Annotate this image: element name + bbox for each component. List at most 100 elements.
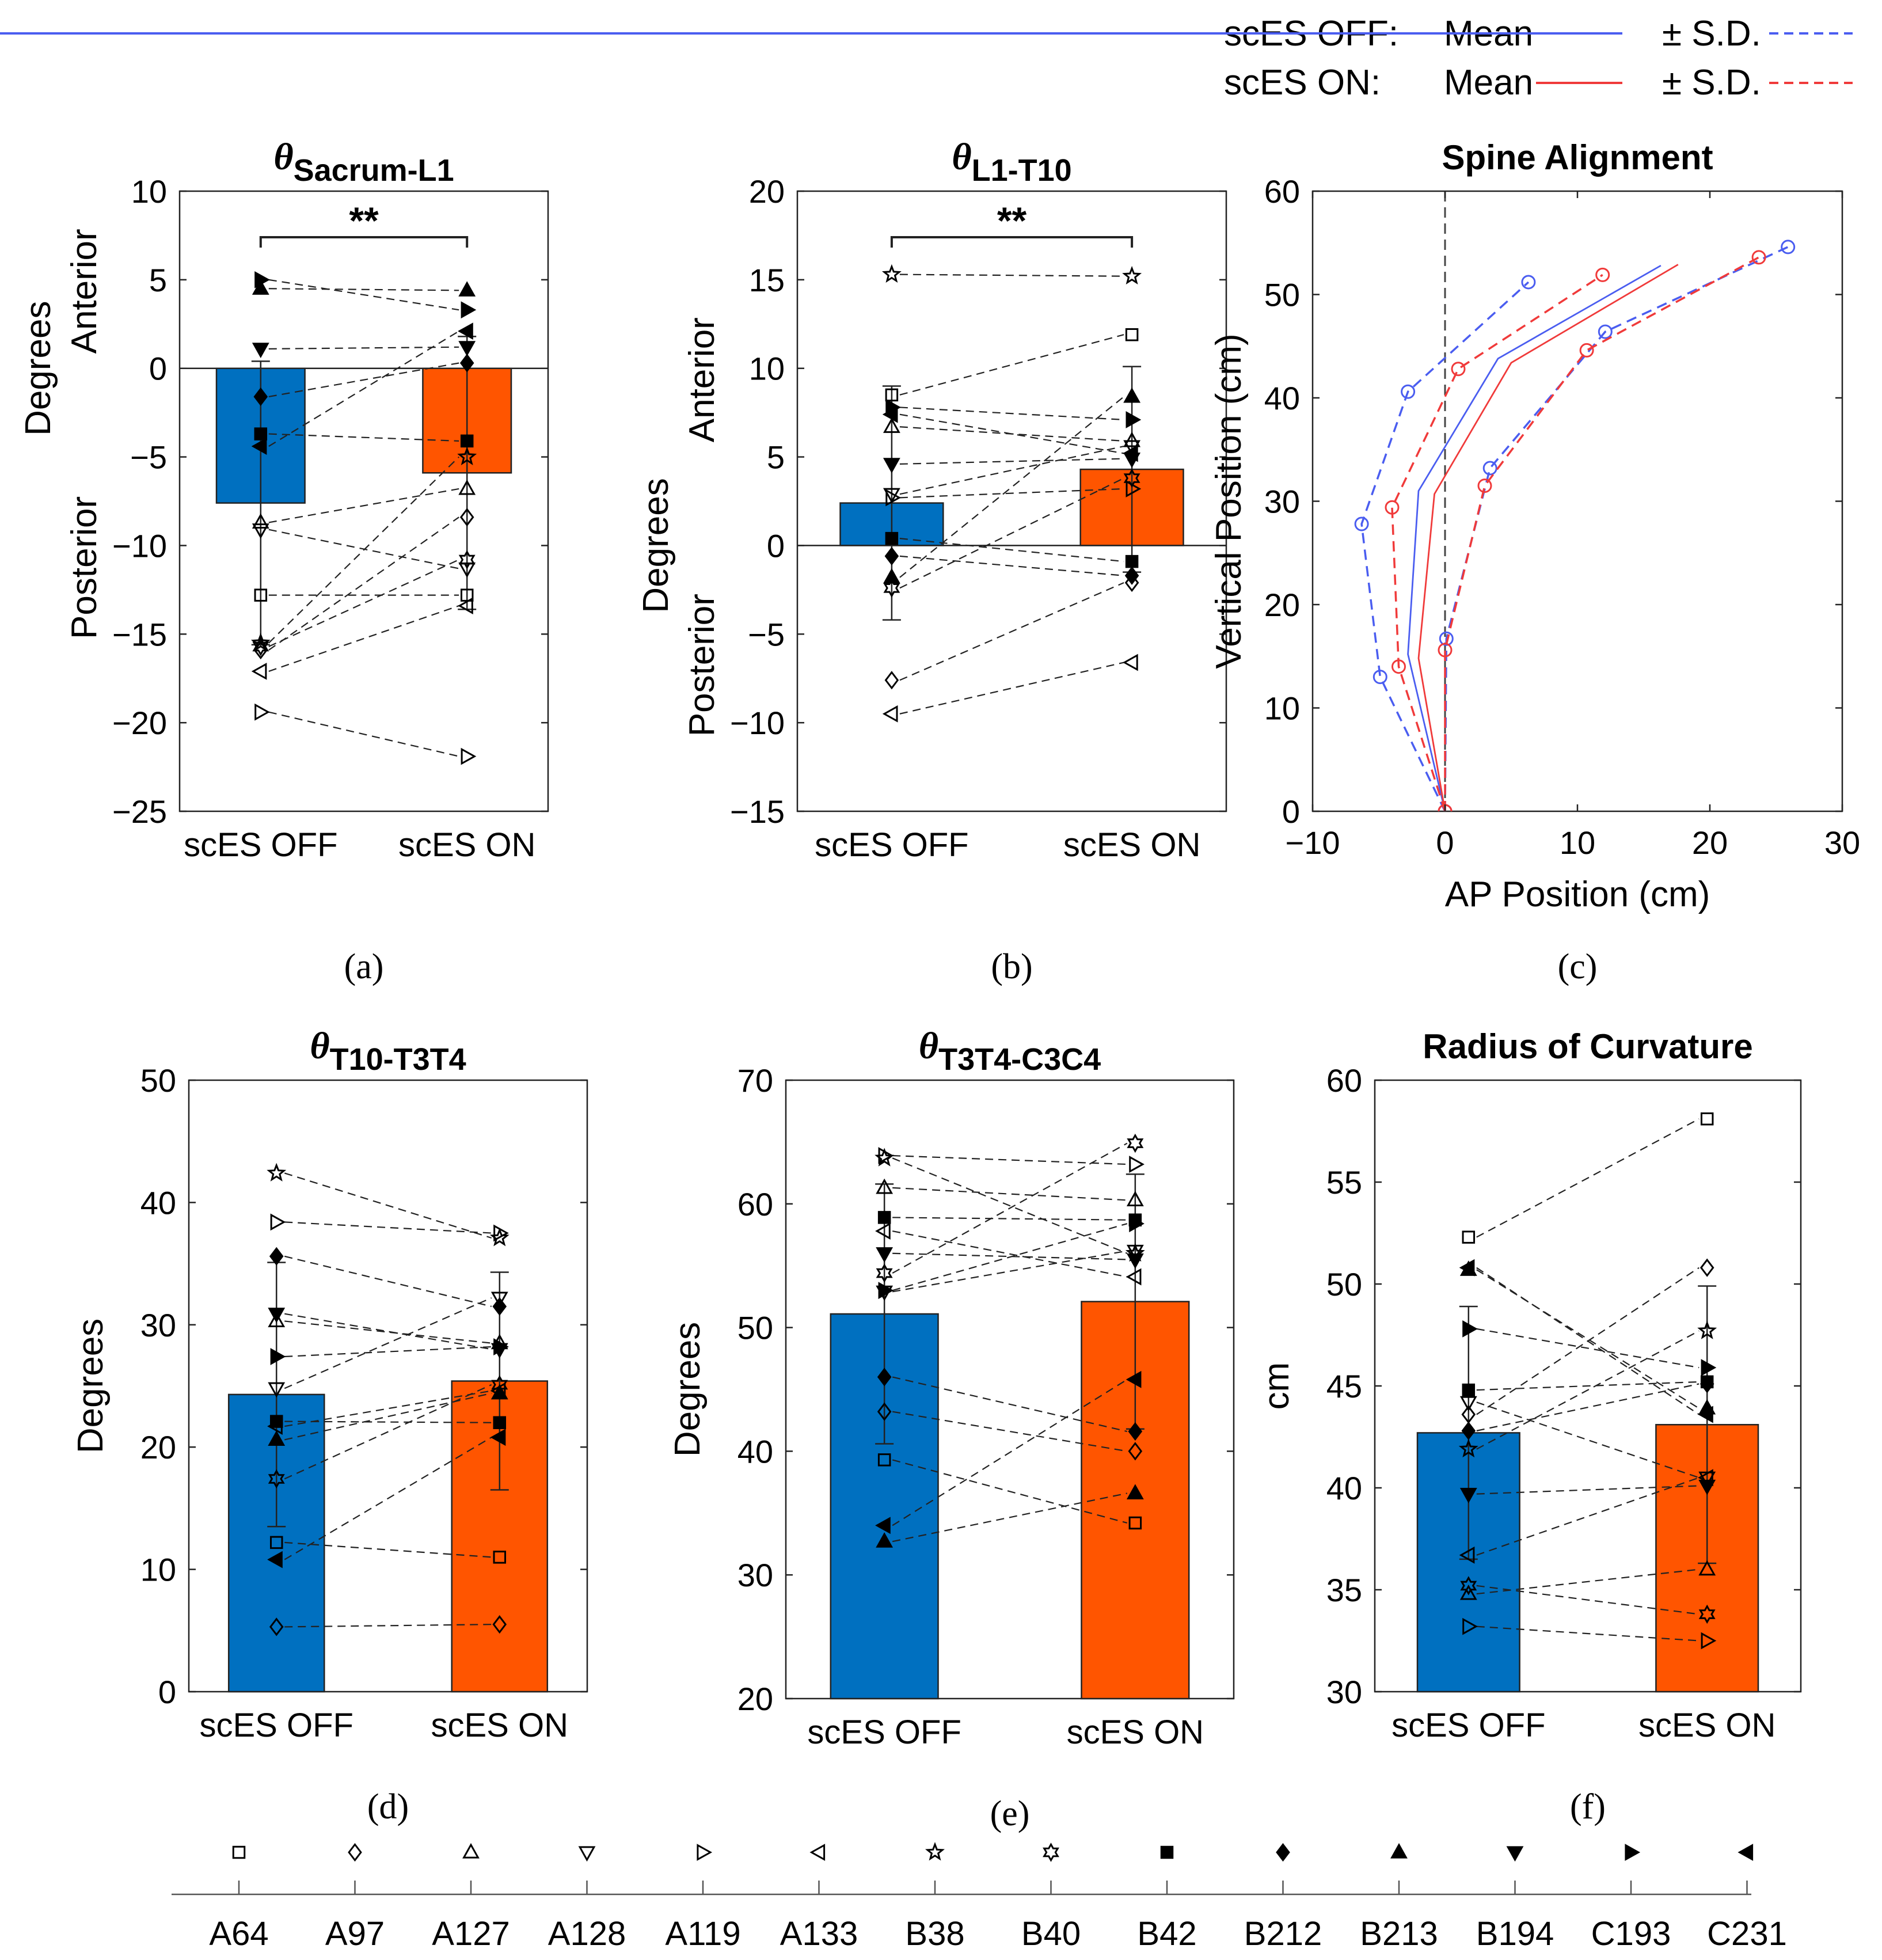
pair-line-B213 (284, 1392, 492, 1441)
xtick-label: scES OFF (807, 1714, 961, 1751)
legend-marker-A97 (348, 1843, 362, 1862)
pair-line-C193 (892, 1223, 1128, 1292)
series-point-1-2 (1354, 516, 1369, 531)
series-group (1354, 240, 1796, 811)
point-on-C231 (458, 322, 473, 340)
ytick-label: −20 (112, 705, 167, 741)
point-on-B40 (458, 550, 476, 569)
ylabel: Degrees (71, 1319, 111, 1453)
title-theta: θ (273, 136, 293, 178)
pair-line-A64 (1476, 1118, 1699, 1238)
pair-line-B38 (268, 456, 459, 644)
point-off-B40 (1460, 1576, 1477, 1596)
point-on-A64 (1128, 1516, 1142, 1530)
point-off-B213 (883, 568, 900, 584)
pair-line-A64 (899, 334, 1124, 396)
series-point-2-1 (1439, 631, 1454, 646)
point-off-B38 (1458, 1438, 1478, 1458)
significance-label: ** (997, 199, 1027, 242)
pair-line-B194 (899, 458, 1124, 465)
point-off-B194 (883, 458, 900, 473)
panel-title: θT10-T3T4 (310, 1025, 466, 1077)
ylabel-anterior: Anterior (64, 229, 104, 354)
point-off-A64 (877, 1453, 891, 1467)
point-off-C231 (875, 1517, 891, 1534)
title-subscript: T10-T3T4 (330, 1042, 466, 1077)
point-off-A64 (254, 588, 268, 602)
series-line-1 (1360, 281, 1530, 811)
pair-line-B213 (1476, 1269, 1699, 1409)
xtick-label: scES ON (1067, 1714, 1204, 1751)
pair-line-B213 (892, 1492, 1128, 1543)
pair-line-B38 (1476, 1330, 1699, 1450)
panel-label: (b) (991, 947, 1032, 986)
point-on-A119 (493, 1224, 509, 1242)
point-off-B42 (269, 1415, 283, 1428)
pair-line-A97 (899, 582, 1124, 681)
ytick-label: 50 (1326, 1266, 1362, 1302)
title-theta: θ (919, 1025, 938, 1067)
ytick-label: 45 (1326, 1368, 1362, 1404)
ytick-label: 10 (1264, 690, 1300, 727)
pair-line-B42 (268, 433, 459, 442)
pair-line-B40 (892, 1142, 1128, 1274)
pair-line-B212 (1476, 1383, 1699, 1431)
series-point-5-4 (1751, 250, 1766, 265)
point-off-A119 (885, 489, 901, 507)
point-on-A127 (1698, 1560, 1716, 1576)
xtick-label: 0 (1436, 825, 1454, 861)
point-on-B38 (457, 446, 477, 465)
point-on-C193 (461, 301, 477, 319)
series-point-1-1 (1372, 670, 1387, 685)
pair-line-B194 (284, 1313, 492, 1350)
ytick-label: 50 (1264, 277, 1300, 313)
point-on-B213 (458, 281, 476, 297)
ytick-label: 60 (1264, 173, 1300, 210)
pair-line-C231 (268, 331, 459, 447)
pair-line-A119 (899, 488, 1124, 499)
point-off-A127 (252, 513, 269, 529)
legend-label-B213: B213 (1360, 1915, 1438, 1953)
plot-frame (188, 1079, 588, 1693)
pair-line-B38 (892, 1157, 1128, 1254)
point-on-B194 (1698, 1479, 1716, 1495)
point-on-B40 (1123, 468, 1140, 488)
legend-label-C231: C231 (1707, 1915, 1787, 1953)
ytick-label: 30 (737, 1557, 773, 1593)
point-off-C231 (1459, 1259, 1475, 1277)
series-point-2-2 (1482, 461, 1497, 476)
point-off-A128 (268, 1382, 286, 1398)
point-off-A133 (1459, 1546, 1475, 1564)
xlabel: AP Position (cm) (1445, 875, 1710, 914)
pair-line-B40 (899, 477, 1124, 589)
ylabel-anterior: Anterior (682, 317, 722, 442)
point-on-C231 (1123, 445, 1138, 462)
series-line-5 (1444, 256, 1759, 811)
panel-e-t3t4-c3c4: 20 30 40 50 60 70 scES OFF scES ON θT3T4-C3C4 Deg… (668, 1025, 1235, 1833)
ytick-label: −5 (130, 439, 167, 476)
significance-bracket (259, 236, 469, 248)
pair-line-A127 (268, 488, 459, 523)
xtick-label: scES ON (1638, 1707, 1776, 1744)
point-on-A133 (458, 597, 473, 614)
point-on-A128 (491, 1292, 508, 1308)
ytick-label: 0 (767, 527, 785, 564)
point-on-A64 (493, 1551, 507, 1564)
point-on-A97 (459, 508, 474, 527)
ytick-label: 15 (749, 262, 785, 298)
legend-label-B40: B40 (1021, 1915, 1081, 1953)
point-off-B212 (253, 387, 268, 407)
series-point-5-2 (1477, 478, 1492, 493)
point-off-A133 (882, 705, 898, 723)
pair-line-A133 (899, 662, 1124, 715)
ytick-label: −10 (730, 705, 785, 741)
point-off-B213 (268, 1430, 286, 1446)
ytick-label: 55 (1326, 1164, 1362, 1201)
plot-frame (178, 190, 549, 812)
ytick-label: 50 (737, 1310, 773, 1346)
significance-label: ** (349, 199, 379, 242)
panel-label: (e) (990, 1794, 1030, 1833)
legend-label-A133: A133 (780, 1915, 858, 1953)
legend-marker-B42 (1160, 1845, 1174, 1859)
